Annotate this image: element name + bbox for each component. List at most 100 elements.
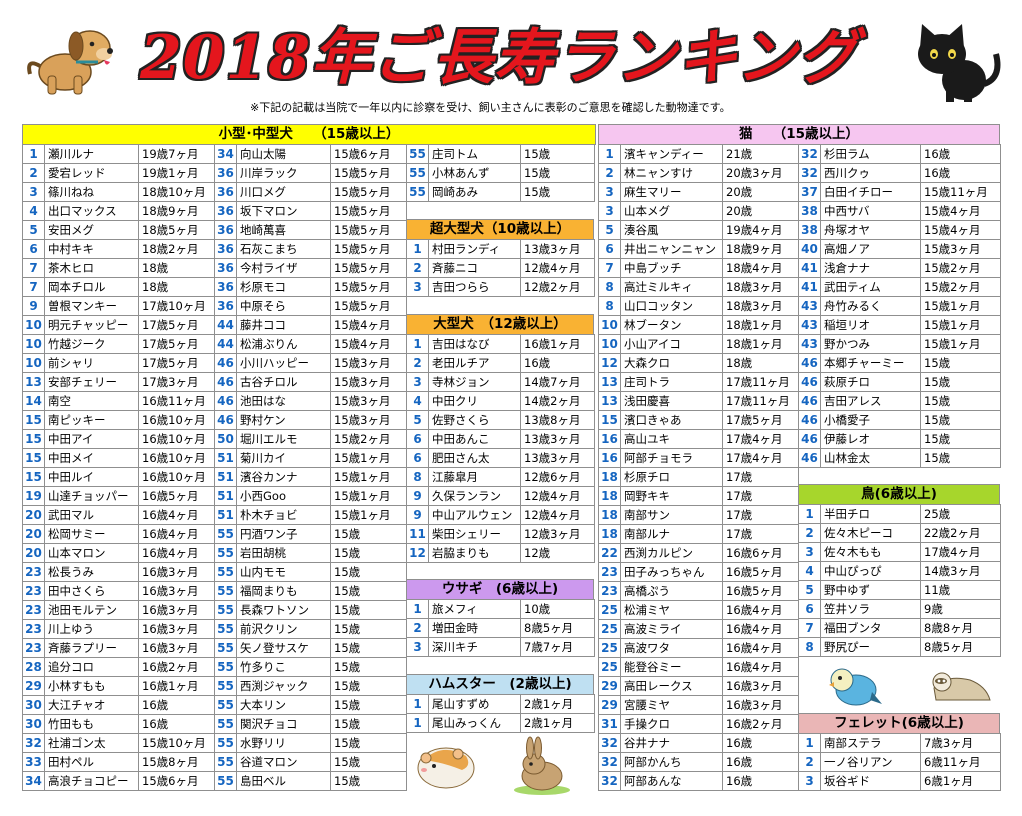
ranking-row: 19 山達チョッパー 16歳5ヶ月 xyxy=(22,486,215,506)
name-cell: 追分コロ xyxy=(44,657,139,677)
age-cell: 18歳9ヶ月 xyxy=(138,201,215,221)
rank-cell: 9 xyxy=(406,486,429,506)
ranking-row: 55 竹多りこ 15歳 xyxy=(214,657,407,677)
ranking-row: 3 佐々木もも 17歳4ヶ月 xyxy=(798,542,1001,562)
ranking-row: 43 野かつみ 15歳1ヶ月 xyxy=(798,334,1001,354)
dog-col1-body: 1 瀬川ルナ 19歳7ヶ月 2 愛宕レッド 19歳1ヶ月 3 篠川ねね 18歳10ヶ月 4 出口マッ… xyxy=(22,144,215,791)
age-cell: 16歳3ヶ月 xyxy=(138,581,215,601)
rank-cell: 33 xyxy=(22,752,45,772)
name-cell: 中田あんこ xyxy=(428,429,521,449)
name-cell: 竹越ジーク xyxy=(44,334,139,354)
ranking-row: 2 佐々木ピーコ 22歳2ヶ月 xyxy=(798,523,1001,543)
name-cell: 斉藤ラプリー xyxy=(44,638,139,658)
rank-cell: 40 xyxy=(798,239,821,259)
rank-cell: 3 xyxy=(406,637,429,657)
ranking-row: 33 田村ペル 15歳8ヶ月 xyxy=(22,752,215,772)
age-cell: 15歳5ヶ月 xyxy=(330,258,407,278)
ranking-row: 15 中田アイ 16歳10ヶ月 xyxy=(22,429,215,449)
name-cell: 菊川カイ xyxy=(236,448,331,468)
name-cell: 野かつみ xyxy=(820,334,921,354)
ranking-row: 10 前シャリ 17歳5ヶ月 xyxy=(22,353,215,373)
name-cell: 井出ニャンニャン xyxy=(620,239,723,259)
name-cell: 稲垣リオ xyxy=(820,315,921,335)
name-cell: 庄司トム xyxy=(428,144,521,164)
rank-cell: 7 xyxy=(598,258,621,278)
rank-cell: 46 xyxy=(798,372,821,392)
age-cell: 19歳1ヶ月 xyxy=(138,163,215,183)
age-cell: 16歳3ヶ月 xyxy=(722,695,799,715)
rank-cell: 1 xyxy=(406,694,429,714)
rabbit-ranking-table: 1 旅メフィ 10歳 2 増田金時 8歳5ヶ月 3 深川キチ 7歳7ヶ月 xyxy=(406,599,595,657)
name-cell: 寺林ジョン xyxy=(428,372,521,392)
ranking-row: 32 社浦ゴン太 15歳10ヶ月 xyxy=(22,733,215,753)
name-cell: 杉原モコ xyxy=(236,277,331,297)
name-cell: 川岸ラック xyxy=(236,163,331,183)
big-dog-section-header: 大型犬 （12歳以上） xyxy=(406,314,594,335)
ranking-row: 23 川上ゆう 16歳3ヶ月 xyxy=(22,619,215,639)
rank-cell: 2 xyxy=(406,258,429,278)
age-cell: 13歳3ヶ月 xyxy=(520,448,595,468)
name-cell: 小西Goo xyxy=(236,486,331,506)
rank-cell: 55 xyxy=(214,695,237,715)
name-cell: 武田ティム xyxy=(820,277,921,297)
rank-cell: 12 xyxy=(598,353,621,373)
rank-cell: 20 xyxy=(22,524,45,544)
ranking-row: 16 阿部チョモラ 17歳4ヶ月 xyxy=(598,448,799,468)
age-cell: 16歳 xyxy=(920,144,1001,164)
rank-cell: 38 xyxy=(798,201,821,221)
age-cell: 16歳1ヶ月 xyxy=(520,334,595,354)
age-cell: 15歳4ヶ月 xyxy=(920,220,1001,240)
rank-cell: 8 xyxy=(406,467,429,487)
rank-cell: 32 xyxy=(798,144,821,164)
age-cell: 10歳 xyxy=(520,599,595,619)
name-cell: 大本リン xyxy=(236,695,331,715)
age-cell: 15歳 xyxy=(330,733,407,753)
name-cell: 林ニャンすけ xyxy=(620,163,723,183)
age-cell: 15歳2ヶ月 xyxy=(920,258,1001,278)
name-cell: 舟竹みるく xyxy=(820,296,921,316)
age-cell: 15歳 xyxy=(920,372,1001,392)
rank-cell: 1 xyxy=(598,144,621,164)
rank-cell: 55 xyxy=(214,733,237,753)
ranking-row: 55 関沢チョコ 15歳 xyxy=(214,714,407,734)
ranking-row: 55 山内モモ 15歳 xyxy=(214,562,407,582)
age-cell: 16歳10ヶ月 xyxy=(138,467,215,487)
name-cell: 高波ワタ xyxy=(620,638,723,658)
ranking-row: 7 岡本チロル 18歳 xyxy=(22,277,215,297)
rank-cell: 18 xyxy=(598,505,621,525)
name-cell: 田村ペル xyxy=(44,752,139,772)
rank-cell: 6 xyxy=(598,239,621,259)
rank-cell: 29 xyxy=(598,695,621,715)
rabbit-body: 1 旅メフィ 10歳 2 増田金時 8歳5ヶ月 3 深川キチ 7歳7ヶ月 xyxy=(406,599,595,657)
ranking-row: 46 野村ケン 15歳3ヶ月 xyxy=(214,410,407,430)
age-cell: 15歳 xyxy=(330,524,407,544)
ranking-row: 10 小山アイコ 18歳1ヶ月 xyxy=(598,334,799,354)
name-cell: 中島ブッチ xyxy=(620,258,723,278)
rank-cell: 18 xyxy=(598,524,621,544)
age-cell: 7歳3ヶ月 xyxy=(920,733,1001,753)
age-cell: 18歳3ヶ月 xyxy=(722,277,799,297)
name-cell: 松岡サミー xyxy=(44,524,139,544)
age-cell: 15歳 xyxy=(330,638,407,658)
rank-cell: 10 xyxy=(22,334,45,354)
name-cell: 高辻ミルキィ xyxy=(620,277,723,297)
rank-cell: 7 xyxy=(22,277,45,297)
ranking-row: 55 水野リリ 15歳 xyxy=(214,733,407,753)
rank-cell: 34 xyxy=(22,771,45,791)
rank-cell: 23 xyxy=(22,600,45,620)
name-cell: 矢ノ登サスケ xyxy=(236,638,331,658)
age-cell: 15歳5ヶ月 xyxy=(330,296,407,316)
age-cell: 15歳 xyxy=(330,619,407,639)
ranking-row: 18 南部サン 17歳 xyxy=(598,505,799,525)
rank-cell: 28 xyxy=(22,657,45,677)
big-dog-body: 1 吉田はなび 16歳1ヶ月 2 老田ルチア 16歳 3 寺林ジョン 14歳7ヶ月 4 中田クリ 14… xyxy=(406,334,595,563)
age-cell: 16歳4ヶ月 xyxy=(722,600,799,620)
name-cell: 山達チョッパー xyxy=(44,486,139,506)
rank-cell: 2 xyxy=(406,353,429,373)
age-cell: 15歳 xyxy=(330,581,407,601)
rank-cell: 51 xyxy=(214,505,237,525)
age-cell: 15歳 xyxy=(330,771,407,791)
age-cell: 16歳3ヶ月 xyxy=(138,562,215,582)
rank-cell: 30 xyxy=(22,695,45,715)
name-cell: 岩脇まりも xyxy=(428,543,521,563)
